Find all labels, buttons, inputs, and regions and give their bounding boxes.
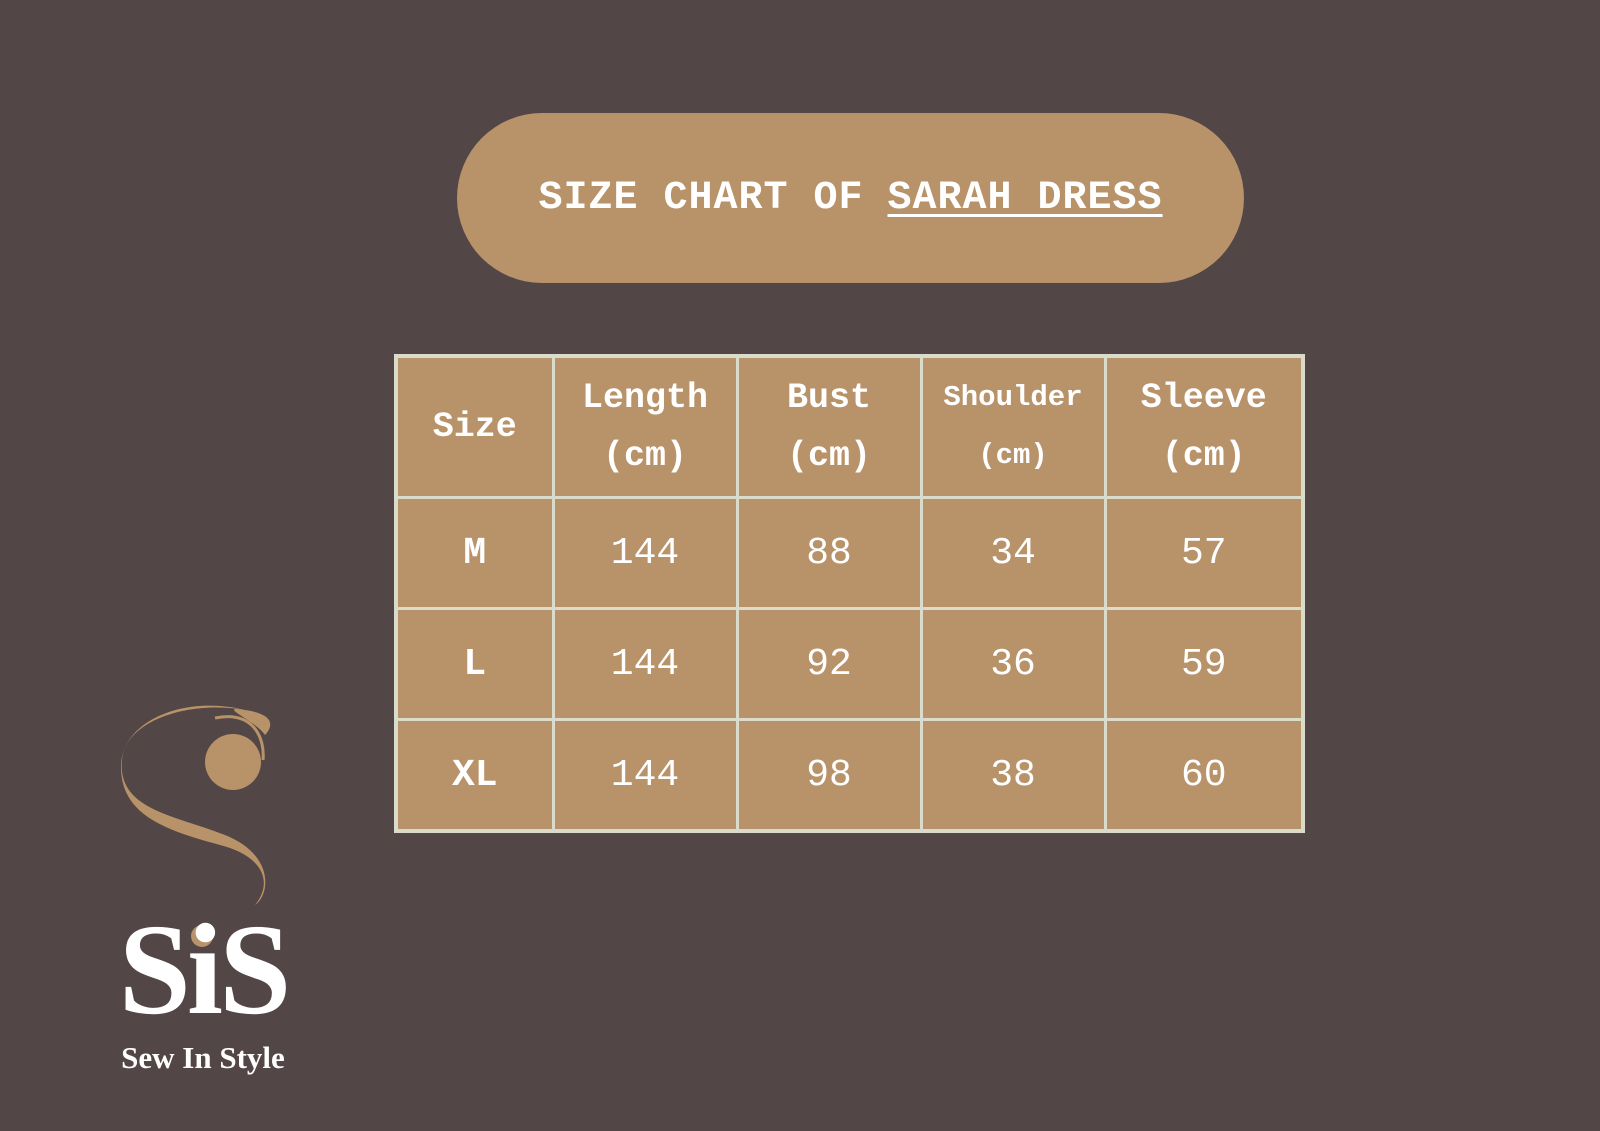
cell-bust: 88 <box>735 496 923 610</box>
brand-tagline: Sew In Style <box>121 1040 285 1075</box>
table-row: L 144 92 36 59 <box>394 607 1305 721</box>
table-row: XL 144 98 38 60 <box>394 718 1305 833</box>
cell-shoulder: 38 <box>919 718 1107 833</box>
title-product: SARAH DRESS <box>887 175 1163 221</box>
title-prefix: SIZE CHART OF <box>538 175 864 221</box>
cell-sleeve: 57 <box>1103 496 1305 610</box>
size-chart-table: Size Length (cm) Bust (cm) Shoulder (cm) Sl… <box>394 354 1305 833</box>
cell-size: L <box>394 607 555 721</box>
cell-sleeve: 59 <box>1103 607 1305 721</box>
header-row: Size Length (cm) Bust (cm) Shoulder (cm) Sl… <box>394 354 1305 499</box>
cell-length: 144 <box>551 496 739 610</box>
cell-length: 144 <box>551 718 739 833</box>
cell-sleeve: 60 <box>1103 718 1305 833</box>
table-row: M 144 88 34 57 <box>394 496 1305 610</box>
header-shoulder: Shoulder (cm) <box>919 354 1107 499</box>
brand-s-mark-icon <box>120 705 271 947</box>
cell-shoulder: 36 <box>919 607 1107 721</box>
cell-size: M <box>394 496 555 610</box>
header-size: Size <box>394 354 555 499</box>
header-bust: Bust (cm) <box>735 354 923 499</box>
header-sleeve: Sleeve (cm) <box>1103 354 1305 499</box>
brand-logo-text: SiS <box>118 898 292 1042</box>
title-banner: SIZE CHART OF SARAH DRESS <box>457 113 1244 283</box>
cell-bust: 92 <box>735 607 923 721</box>
header-length: Length (cm) <box>551 354 739 499</box>
cell-bust: 98 <box>735 718 923 833</box>
cell-shoulder: 34 <box>919 496 1107 610</box>
cell-length: 144 <box>551 607 739 721</box>
cell-size: XL <box>394 718 555 833</box>
